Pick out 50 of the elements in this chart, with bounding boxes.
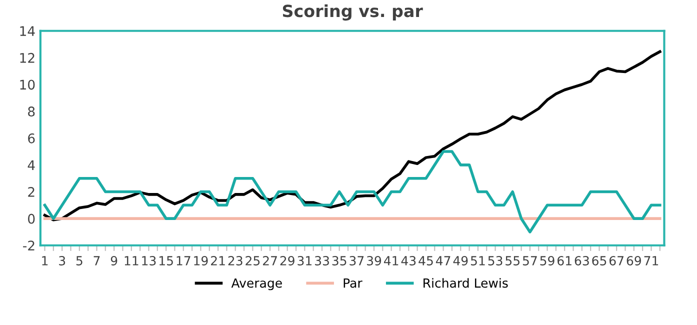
x-tick-label: 13	[142, 256, 156, 266]
x-tick-label: 59	[540, 256, 554, 266]
y-tick-label: 0	[28, 214, 35, 224]
x-tick-label: 1	[42, 256, 48, 266]
x-tick-label: 61	[558, 256, 572, 266]
x-tick-label: 45	[418, 256, 433, 266]
y-tick-label: 8	[28, 106, 35, 117]
legend-label: Average	[231, 278, 282, 290]
x-tick-label: 9	[110, 256, 118, 266]
x-tick-label: 35	[332, 256, 346, 266]
x-tick-label: 7	[94, 256, 100, 266]
legend-label: Richard Lewis	[424, 278, 508, 288]
x-tick-label: 51	[470, 256, 485, 266]
x-tick-label: 47	[436, 256, 450, 266]
x-tick-label: 39	[366, 256, 382, 266]
legend-label: Par	[344, 278, 362, 288]
x-tick-label: 29	[280, 256, 294, 266]
y-tick-label: 12	[20, 52, 34, 63]
x-tick-label: 19	[194, 256, 208, 266]
x-tick-label: 33	[315, 256, 329, 266]
x-tick-label: 43	[401, 256, 416, 266]
x-tick-label: 37	[350, 256, 364, 266]
x-tick-label: 11	[124, 256, 138, 266]
x-tick-label: 63	[574, 256, 589, 266]
x-tick-label: 3	[59, 256, 66, 266]
x-tick-label: 55	[506, 256, 520, 266]
x-tick-label: 23	[228, 256, 242, 266]
x-tick-label: 5	[76, 256, 82, 266]
y-tick-label: 10	[20, 80, 35, 90]
x-tick-label: 17	[176, 256, 190, 266]
x-tick-label: 69	[626, 256, 641, 266]
x-tick-label: 15	[159, 256, 173, 266]
y-tick-label: 14	[20, 26, 35, 36]
y-tick-label: 2	[28, 186, 34, 197]
y-tick-label: -2	[23, 240, 34, 250]
x-tick-label: 49	[453, 256, 468, 266]
x-tick-label: 53	[488, 256, 502, 266]
x-tick-label: 41	[384, 256, 398, 266]
line-series	[43, 150, 662, 234]
y-tick-label: 6	[28, 133, 35, 144]
x-tick-label: 65	[592, 256, 606, 266]
x-tick-label: 71	[644, 256, 658, 266]
y-tick-label: 4	[28, 160, 35, 170]
x-tick-label: 25	[246, 256, 260, 266]
x-tick-label: 57	[522, 256, 537, 266]
x-tick-label: 27	[262, 256, 277, 266]
x-tick-label: 31	[298, 256, 312, 266]
x-tick-label: 67	[610, 256, 624, 266]
chart-title: Scoring vs. par	[282, 4, 423, 21]
x-tick-label: 21	[211, 256, 225, 266]
